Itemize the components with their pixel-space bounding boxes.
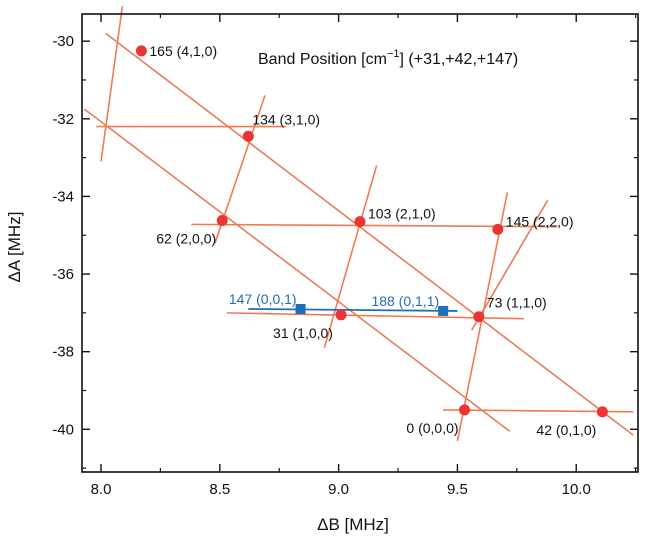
chart-title-main: Band Position [cm — [258, 51, 387, 68]
band-marker — [335, 309, 347, 321]
band-marker — [473, 311, 485, 323]
band-marker-square — [438, 305, 449, 316]
x-tick-label: 10.0 — [562, 481, 591, 498]
y-axis-title: ΔA [MHz] — [5, 212, 24, 283]
y-tick-label: -40 — [52, 421, 74, 438]
chart-title: Band Position [cm−1] (+31,+42,+147) — [258, 48, 518, 68]
x-tick-label: 8.5 — [209, 481, 230, 498]
band-label: 0 (0,0,0) — [406, 420, 458, 436]
x-tick-label: 9.0 — [328, 481, 349, 498]
band-label: 165 (4,1,0) — [149, 43, 217, 59]
connection-line — [100, 6, 124, 162]
x-tick-label: 8.0 — [91, 481, 112, 498]
band-label: 73 (1,1,0) — [487, 295, 547, 311]
band-label: 188 (0,1,1) — [371, 293, 439, 309]
band-label: 62 (2,0,0) — [156, 230, 216, 246]
band-label: 134 (3,1,0) — [252, 111, 320, 127]
plot-frame — [81, 13, 639, 473]
band-marker — [135, 45, 147, 57]
band-label: 145 (2,2,0) — [506, 213, 574, 229]
band-marker-square — [295, 303, 306, 314]
band-label: 31 (1,0,0) — [273, 325, 333, 341]
plot-area: 165 (4,1,0) 134 (3,1,0) 62 (2,0,0) 103 (2,1… — [83, 6, 634, 442]
band-marker — [459, 404, 471, 416]
y-tick-label: -36 — [52, 266, 74, 283]
connection-line — [105, 32, 634, 436]
band-label: 103 (2,1,0) — [368, 206, 436, 222]
x-axis-title: ΔB [MHz] — [317, 515, 389, 534]
connection-line — [248, 308, 458, 312]
y-tick-label: -34 — [52, 188, 74, 205]
band-marker — [354, 216, 366, 228]
band-label: 147 (0,0,1) — [229, 291, 297, 307]
chart-title-tail: ] (+31,+42,+147) — [400, 51, 519, 68]
x-tick-label: 9.5 — [447, 481, 468, 498]
band-marker — [242, 130, 254, 142]
band-label: 42 (0,1,0) — [536, 422, 596, 438]
y-tick-label: -30 — [52, 33, 74, 50]
band-marker — [216, 214, 228, 226]
band-marker — [596, 406, 608, 418]
chart-title-superscript: −1 — [387, 48, 400, 60]
connection-line — [323, 165, 378, 349]
y-tick-label: -38 — [52, 344, 74, 361]
y-tick-label: -32 — [52, 111, 74, 128]
axes: 8.0 8.5 9.0 9.5 10.0 -30 -32 -34 -36 -38 -40 — [52, 14, 638, 498]
band-marker — [492, 223, 504, 235]
connection-line — [470, 199, 549, 331]
connection-line — [83, 108, 511, 432]
